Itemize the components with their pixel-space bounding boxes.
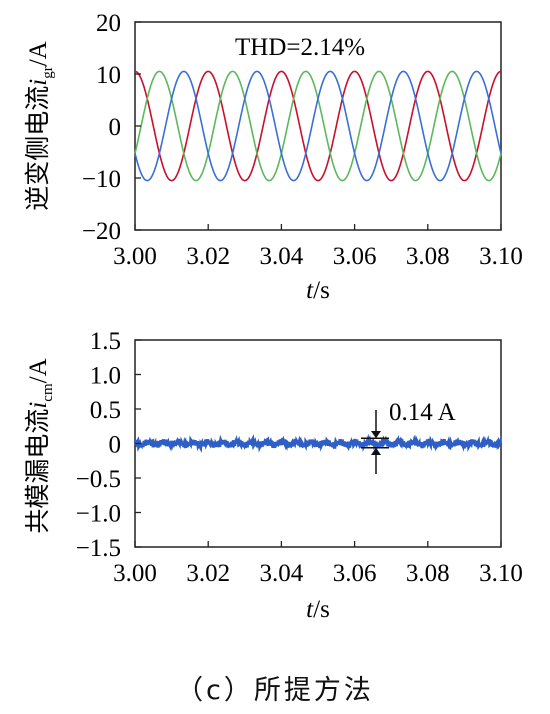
figure-caption: （c）所提方法 (176, 675, 374, 706)
top-ytick-label: −20 (82, 218, 121, 245)
bottom-ytick-label: 1.0 (90, 363, 121, 390)
top-y-axis-title: 逆变侧电流igr/A (23, 41, 56, 210)
bottom-xtick-label: 3.10 (479, 560, 523, 587)
bottom-y-axis-title: 共模漏电流icm/A (23, 358, 56, 533)
top-ytick-label: −10 (82, 166, 121, 193)
top-x-axis-title: t/s (306, 277, 330, 304)
top-chart: THD=2.14% 20 10 0 −10 −20 3.00 3.02 3.04… (23, 10, 523, 304)
bottom-ytick-label: 0 (109, 432, 122, 459)
top-xtick-label: 3.04 (260, 243, 304, 270)
bottom-chart: 0.14 A 1.5 1.0 0.5 0 −0.5 −1.0 −1.5 3.00… (23, 328, 523, 623)
bottom-ytick-label: 1.5 (90, 328, 121, 355)
top-tick-marks (134, 21, 502, 231)
bottom-tick-marks (134, 339, 502, 548)
top-xtick-label: 3.08 (406, 243, 450, 270)
bottom-ytick-label: −1.0 (76, 501, 121, 528)
series-line (134, 70, 502, 182)
top-ytick-label: 20 (96, 10, 121, 37)
bottom-xtick-label: 3.02 (186, 560, 230, 587)
bottom-xtick-label: 3.00 (113, 560, 157, 587)
bottom-annotation-amplitude: 0.14 A (389, 399, 456, 426)
top-series-group (134, 70, 502, 182)
top-xtick-label: 3.10 (479, 243, 523, 270)
series-line (134, 70, 502, 182)
bottom-ytick-label: −1.5 (76, 535, 121, 562)
series-line (133, 433, 503, 453)
bottom-xtick-label: 3.04 (260, 560, 304, 587)
amplitude-marker (361, 410, 389, 474)
top-xtick-label: 3.02 (186, 243, 230, 270)
bottom-series-group (133, 433, 503, 453)
top-ytick-label: 0 (109, 114, 122, 141)
top-xtick-label: 3.06 (333, 243, 377, 270)
bottom-x-axis-title: t/s (306, 596, 330, 623)
bottom-xtick-label: 3.08 (406, 560, 450, 587)
bottom-ytick-label: 0.5 (90, 397, 121, 424)
top-annotation-thd: THD=2.14% (235, 34, 365, 61)
top-xtick-label: 3.00 (113, 243, 157, 270)
bottom-xtick-label: 3.06 (333, 560, 377, 587)
top-ytick-label: 10 (96, 62, 121, 89)
bottom-ytick-label: −0.5 (76, 466, 121, 493)
